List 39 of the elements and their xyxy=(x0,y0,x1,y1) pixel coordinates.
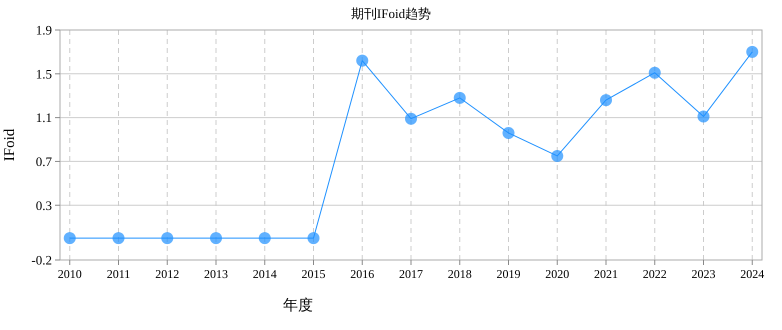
x-tick-label: 2021 xyxy=(594,267,618,281)
point xyxy=(210,232,222,244)
point xyxy=(356,54,368,67)
y-tick-label: -0.2 xyxy=(31,252,52,268)
x-tick-label: 2017 xyxy=(399,267,423,281)
x-tick-label: 2016 xyxy=(350,267,374,281)
x-tick-label: 2020 xyxy=(545,267,570,281)
y-tick-label: 1.9 xyxy=(36,22,52,38)
point xyxy=(112,232,124,244)
point xyxy=(746,46,758,58)
x-tick-label: 2010 xyxy=(58,267,82,281)
point xyxy=(64,232,76,244)
chart-title: 期刊IFoid趋势 xyxy=(350,6,432,21)
x-tick-label: 2019 xyxy=(496,267,520,281)
x-tick-label: 2022 xyxy=(642,267,667,281)
x-tick-label: 2015 xyxy=(302,267,326,281)
point xyxy=(258,232,271,244)
y-tick-label: 0.7 xyxy=(36,154,52,169)
point xyxy=(454,92,466,104)
x-tick-label: 2024 xyxy=(740,267,764,281)
point xyxy=(308,232,320,244)
point xyxy=(698,110,710,123)
y-tick-label: 1.5 xyxy=(36,66,52,82)
point xyxy=(405,112,417,125)
x-axis-title: 年度 xyxy=(283,297,313,314)
point xyxy=(648,66,661,79)
x-tick-label: 2011 xyxy=(106,267,130,281)
x-tick-label: 2018 xyxy=(448,267,472,281)
y-axis-title: IFoid xyxy=(2,128,18,162)
point xyxy=(600,94,612,106)
x-tick-label: 2023 xyxy=(692,267,716,281)
point xyxy=(161,232,174,244)
y-tick-label: 0.3 xyxy=(36,198,52,213)
x-tick-label: 2013 xyxy=(204,267,228,281)
x-tick-label: 2012 xyxy=(155,267,180,281)
point xyxy=(502,126,514,139)
x-tick-label: 2014 xyxy=(252,267,277,281)
y-tick-label: 1.1 xyxy=(36,110,52,126)
point xyxy=(551,150,564,162)
